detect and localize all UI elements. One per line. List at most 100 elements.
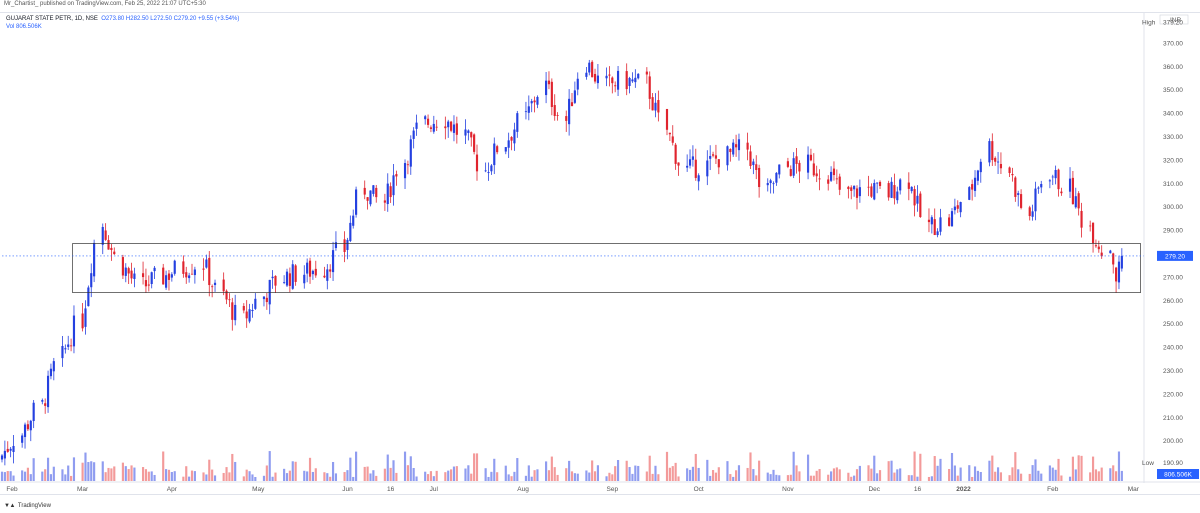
candle-body [729, 149, 732, 153]
volume-bar [386, 454, 389, 481]
volume-bar [392, 460, 395, 481]
volume-bar [113, 466, 116, 481]
candle-body [104, 230, 107, 240]
candle-body [832, 168, 836, 176]
volume-bar [830, 471, 833, 481]
volume-bar [1109, 468, 1112, 481]
volume-bar [202, 472, 205, 481]
volume-bar [363, 466, 366, 481]
candle-body [930, 217, 933, 225]
volume-bar [919, 453, 922, 481]
volume-bar [671, 466, 674, 481]
candle-body [32, 402, 35, 422]
candle-body [366, 197, 369, 201]
time-axis[interactable]: Feb Mar Apr May Jun 16 Jul Aug Sep Oct Nov Dec 16 202… [0, 481, 1200, 493]
candle-body [916, 195, 919, 204]
price-tick-label: 290.00 [1163, 228, 1183, 235]
candle-body [248, 309, 251, 322]
price-tick-label: 300.00 [1163, 204, 1183, 211]
candle-body [556, 115, 559, 116]
volume-bar [0, 471, 4, 481]
volume-bar [72, 457, 76, 481]
volume-bar [222, 472, 225, 481]
volume-bar [939, 458, 942, 481]
candle-body [732, 142, 735, 155]
volume-bar [326, 473, 329, 481]
candlestick-chart[interactable]: 200.00 210.00 220.00 230.00 240.00 250.00 260.… [0, 0, 1200, 497]
volume-bar [29, 474, 32, 481]
candle-body [939, 217, 942, 232]
volume-bar [1034, 459, 1037, 481]
candle-body [162, 267, 165, 285]
candle-body [308, 260, 312, 277]
time-tick-label: 16 [387, 486, 395, 493]
candle-body [455, 123, 458, 135]
candle-body [447, 121, 450, 128]
volume-bar [67, 465, 70, 481]
volume-bar [265, 465, 268, 481]
candle-body [933, 219, 936, 236]
volume-bar [565, 468, 568, 481]
candle-body [1074, 196, 1077, 208]
volume-bar [775, 474, 778, 481]
volume-bar [329, 476, 332, 481]
volume-bar [130, 465, 133, 481]
candle-body [737, 139, 741, 151]
volume-bar [530, 476, 533, 481]
candle-body [242, 306, 245, 311]
candle-body [127, 268, 130, 274]
volume-bar [1077, 455, 1080, 481]
candle-body [608, 74, 611, 76]
price-tick-label: 330.00 [1163, 134, 1183, 141]
candle-body [878, 181, 882, 186]
candle-body [867, 186, 870, 188]
volume-bar [87, 462, 90, 481]
volume-bar [1060, 475, 1063, 481]
volume-bar [910, 475, 913, 481]
candle-body [513, 129, 516, 144]
candle-body [893, 185, 896, 199]
candle-body [576, 78, 579, 90]
candle-body [510, 137, 513, 141]
candle-body [654, 102, 657, 111]
volume-bar [968, 465, 971, 481]
volume-bar [6, 471, 9, 481]
volume-bar [165, 469, 168, 481]
candle-body [167, 273, 171, 280]
time-tick-label: May [252, 486, 265, 493]
candle-body [487, 172, 490, 174]
volume-bar [303, 470, 306, 481]
candle-body [81, 313, 84, 329]
volume-bar [625, 460, 628, 481]
volume-bar [251, 474, 254, 481]
volume-bar [262, 475, 266, 481]
volume-bar [832, 468, 836, 481]
candle-body [283, 282, 286, 283]
publisher-line: Mr_Chartist_ published on TradingView.co… [4, 1, 206, 7]
price-tick-label: 370.00 [1163, 40, 1183, 47]
candle-body [686, 165, 689, 168]
candle-body [726, 146, 729, 166]
candle-body [211, 286, 214, 288]
volume-bar [749, 452, 752, 481]
candle-body [752, 161, 755, 166]
price-axis[interactable]: 200.00 210.00 220.00 230.00 240.00 250.00 260.… [1142, 12, 1199, 483]
candle-body [709, 155, 712, 159]
candle-body [755, 164, 758, 171]
candle-body [853, 185, 856, 190]
candle-body [306, 262, 309, 274]
price-tick-label: 220.00 [1163, 391, 1183, 398]
candle-body [651, 97, 654, 111]
volume-bar [473, 453, 476, 481]
volume-bar [452, 466, 456, 481]
candle-body [90, 273, 93, 288]
volume-bar [343, 472, 346, 481]
volume-bar [487, 476, 490, 481]
volume-bar [3, 472, 6, 481]
volume-bar [101, 461, 104, 481]
volume-bar [789, 474, 792, 481]
volume-bar [182, 476, 185, 481]
volume-bar [936, 465, 939, 481]
volume-bar [847, 472, 850, 481]
candle-body [533, 100, 536, 103]
